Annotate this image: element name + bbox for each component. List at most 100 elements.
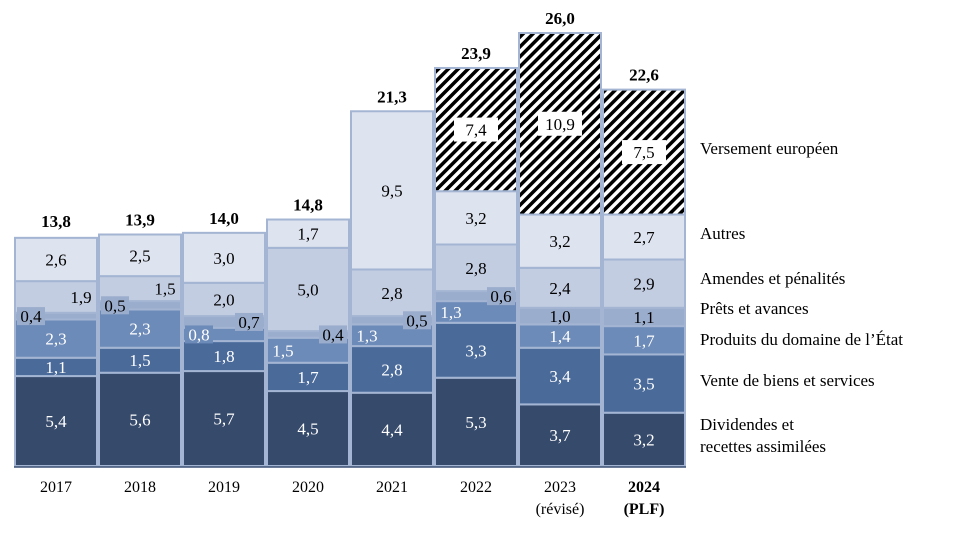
bar-segment <box>98 308 182 349</box>
bar-segment <box>182 281 266 318</box>
bar-segment <box>14 280 98 314</box>
data-label: 2,8 <box>381 360 402 379</box>
bar-segment <box>434 321 518 379</box>
total-label: 13,8 <box>41 212 71 231</box>
x-tick-label: 2018 <box>124 479 156 496</box>
data-label: 3,4 <box>549 367 571 386</box>
bar-segment <box>602 353 686 414</box>
legend-label: Autres <box>700 224 745 243</box>
data-label: 1,3 <box>440 303 461 322</box>
x-tick-sublabel: (PLF) <box>624 501 665 518</box>
total-label: 22,6 <box>629 66 659 85</box>
bar-segment <box>602 411 686 468</box>
data-label: 0,7 <box>238 313 260 332</box>
data-label: 0,8 <box>188 325 209 344</box>
data-label: 1,4 <box>549 327 571 346</box>
x-tick-label: 2017 <box>40 479 72 496</box>
bar-segment <box>434 376 518 467</box>
total-label: 21,3 <box>377 87 407 106</box>
data-label: 3,7 <box>549 426 571 445</box>
data-label: 2,8 <box>465 259 486 278</box>
bar-segment <box>602 88 686 216</box>
total-label: 26,0 <box>545 9 575 28</box>
data-label: 1,9 <box>70 288 91 307</box>
data-label: 3,5 <box>633 375 654 394</box>
data-label: 4,4 <box>381 420 403 439</box>
data-label: 7,4 <box>465 121 487 140</box>
data-label-box <box>622 140 666 165</box>
x-tick-label: 2020 <box>292 479 324 496</box>
data-label: 2,0 <box>213 290 234 309</box>
data-label: 4,5 <box>297 420 318 439</box>
data-label: 2,5 <box>129 246 150 265</box>
data-label: 3,2 <box>549 232 570 251</box>
data-label: 2,3 <box>45 330 66 349</box>
data-label: 1,7 <box>297 225 319 244</box>
x-tick-sublabel: (révisé) <box>536 501 585 518</box>
data-label: 1,8 <box>213 347 234 366</box>
bar-segment <box>434 190 518 246</box>
data-label: 1,0 <box>549 307 570 326</box>
total-label: 13,9 <box>125 211 155 230</box>
legend-label: Vente de biens et services <box>700 371 875 390</box>
legend-label: Prêts et avances <box>700 299 809 318</box>
data-label: 5,4 <box>45 412 67 431</box>
data-label: 3,3 <box>465 341 486 360</box>
data-label-box <box>487 287 515 306</box>
data-label-box <box>403 311 431 330</box>
bar-segment <box>434 243 518 293</box>
data-label: 3,2 <box>465 209 486 228</box>
data-label: 5,6 <box>129 410 150 429</box>
legend-label: Produits du domaine de l’État <box>700 330 903 349</box>
data-label: 1,3 <box>356 326 377 345</box>
legend-label: Versement européen <box>700 139 839 158</box>
bar-segment <box>182 231 266 284</box>
total-label: 14,8 <box>293 196 323 215</box>
data-label: 0,5 <box>406 311 427 330</box>
data-label: 2,4 <box>549 279 571 298</box>
legend-label: recettes assimilées <box>700 437 826 456</box>
data-label: 5,0 <box>297 280 318 299</box>
x-tick-label: 2024 <box>628 479 660 496</box>
data-label-box <box>17 307 45 326</box>
data-label: 1,7 <box>297 368 319 387</box>
x-tick-label: 2021 <box>376 479 408 496</box>
x-tick-label: 2023 <box>544 479 576 496</box>
total-label: 14,0 <box>209 209 239 228</box>
data-label: 1,1 <box>45 358 66 377</box>
bar-segment <box>602 325 686 356</box>
bar-segment <box>518 403 602 467</box>
data-label: 3,0 <box>213 249 234 268</box>
bar-segment <box>350 268 434 318</box>
data-label: 2,6 <box>45 250 66 269</box>
bar-segment <box>98 233 182 278</box>
bar-segment <box>350 110 434 271</box>
x-tick-label: 2022 <box>460 479 492 496</box>
data-label: 2,8 <box>381 284 402 303</box>
data-label-box <box>185 325 213 344</box>
data-label: 1,1 <box>633 308 654 327</box>
bar-segment <box>518 213 602 269</box>
data-label: 5,3 <box>465 413 486 432</box>
legend-label: Dividendes et <box>700 415 794 434</box>
bar-segment <box>266 218 350 249</box>
data-label: 1,5 <box>129 351 150 370</box>
data-label: 0,5 <box>104 296 125 315</box>
bar-segment <box>182 370 266 468</box>
data-label: 0,4 <box>322 325 344 344</box>
data-label: 2,3 <box>129 320 150 339</box>
data-label: 7,5 <box>633 143 654 162</box>
data-label: 5,7 <box>213 410 235 429</box>
data-label-box <box>235 312 263 331</box>
data-label-box <box>319 325 347 344</box>
data-label: 1,5 <box>154 280 175 299</box>
data-label-box <box>454 117 498 142</box>
data-label: 2,9 <box>633 275 654 294</box>
legend-label: Amendes et pénalités <box>700 269 845 288</box>
bar-segment <box>98 371 182 467</box>
data-label: 1,5 <box>272 341 293 360</box>
bar-segment <box>14 236 98 283</box>
data-label: 1,7 <box>633 331 655 350</box>
bar-segment <box>14 375 98 468</box>
